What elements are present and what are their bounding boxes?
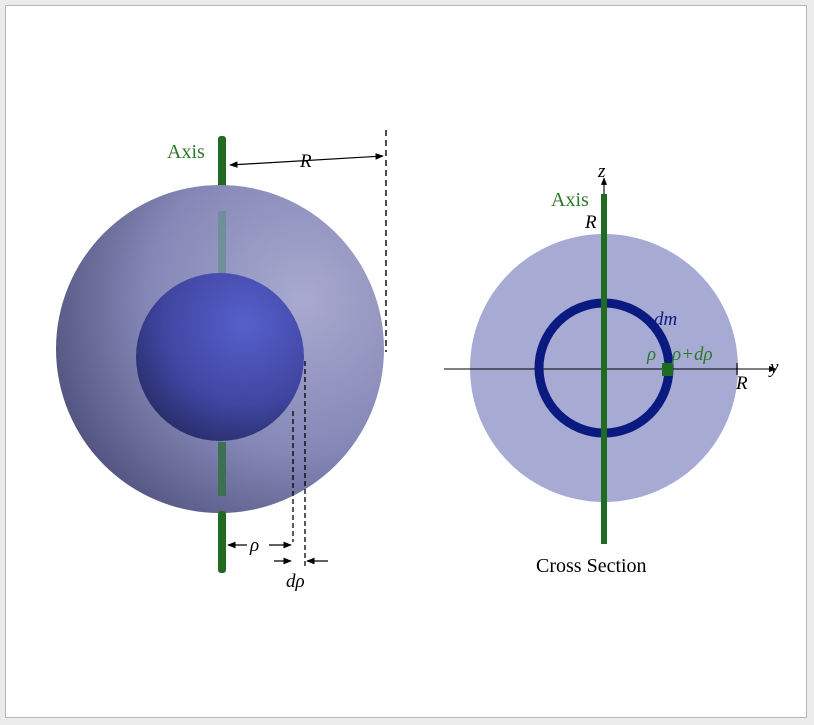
sphere-diagram: Axis R ρ dρ xyxy=(56,130,387,592)
z-label: z xyxy=(597,161,606,182)
section-rho-drho-label: ρ+dρ xyxy=(671,344,713,365)
rho-label: ρ xyxy=(249,535,259,556)
axis-rod-inside-top xyxy=(218,211,226,287)
axis-rod-bottom xyxy=(218,511,226,573)
dm-label: dm xyxy=(654,309,677,330)
section-y-label: y xyxy=(768,357,779,378)
figure-panel: Axis R ρ dρ xyxy=(5,5,807,718)
section-r-top-label: R xyxy=(584,212,597,233)
figure-canvas: Axis R ρ dρ xyxy=(56,130,779,592)
axis-label: Axis xyxy=(167,141,205,163)
drho-label: dρ xyxy=(286,571,305,592)
drho-strip xyxy=(662,363,673,376)
radius-dimension-arrow xyxy=(229,153,384,168)
section-axis-label: Axis xyxy=(551,189,589,211)
inner-sphere xyxy=(136,273,304,441)
cross-section-diagram: z Axis R dm ρ ρ+dρ R y Cross Section xyxy=(444,161,779,577)
section-r-right-label: R xyxy=(735,373,748,394)
radius-label: R xyxy=(299,151,312,172)
cross-section-caption: Cross Section xyxy=(536,555,647,577)
section-rho-label: ρ xyxy=(646,344,656,365)
section-axis-rod xyxy=(601,194,607,544)
axis-rod-inside-bottom xyxy=(218,442,226,496)
